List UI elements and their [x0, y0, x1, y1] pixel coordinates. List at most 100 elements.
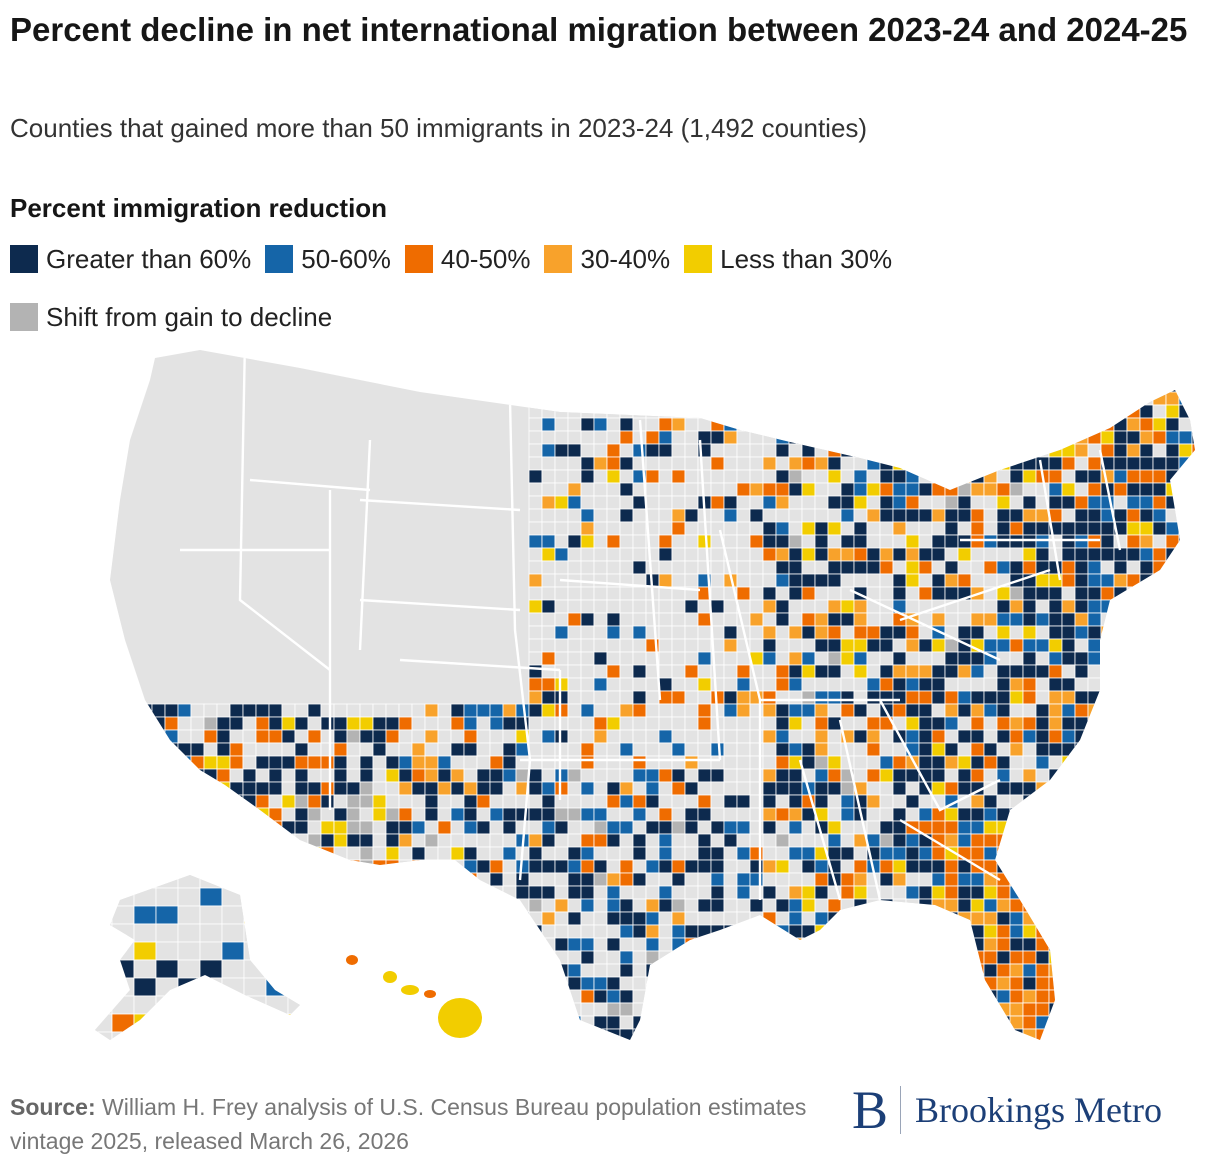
county-cell	[554, 625, 569, 640]
county-cell	[580, 482, 595, 497]
county-cell	[346, 885, 361, 900]
county-cell	[945, 1055, 958, 1060]
county-cell	[775, 469, 790, 484]
county-cell	[1061, 612, 1076, 627]
county-cell	[541, 794, 556, 809]
county-cell	[931, 417, 946, 432]
county-cell	[333, 794, 348, 809]
county-cell	[1113, 729, 1128, 744]
county-cell	[1178, 417, 1193, 432]
county-cell	[1023, 1042, 1036, 1055]
county-cell	[216, 742, 231, 757]
county-cell	[1126, 495, 1141, 510]
county-cell	[1074, 469, 1089, 484]
county-cell	[840, 703, 855, 718]
county-cell	[801, 833, 816, 848]
county-cell	[1113, 807, 1128, 822]
county-cell	[593, 794, 608, 809]
county-cell	[580, 443, 595, 458]
county-cell	[880, 1055, 893, 1060]
county-cell	[1061, 521, 1076, 536]
county-cell	[983, 508, 998, 523]
county-cell	[1127, 1042, 1140, 1055]
county-cell	[1100, 937, 1115, 952]
county-cell	[866, 638, 881, 653]
county-cell	[723, 976, 738, 991]
county-cell	[749, 417, 764, 432]
county-cell	[684, 469, 699, 484]
county-cell	[242, 859, 257, 874]
county-cell	[684, 391, 699, 406]
county-cell	[1165, 573, 1180, 588]
county-cell	[155, 977, 179, 997]
county-cell	[736, 547, 751, 562]
county-cell	[866, 911, 881, 926]
county-cell	[1153, 1055, 1166, 1060]
county-cell	[762, 729, 777, 744]
county-cell	[827, 781, 842, 796]
county-cell	[216, 1015, 231, 1030]
county-cell	[866, 417, 881, 432]
county-cell	[1152, 521, 1167, 536]
county-cell	[801, 898, 816, 913]
county-cell	[242, 1015, 257, 1030]
county-cell	[762, 820, 777, 835]
county-cell	[1139, 352, 1154, 367]
county-cell	[645, 417, 660, 432]
county-cell	[95, 875, 113, 889]
county-cell	[736, 677, 751, 692]
county-cell	[568, 1042, 581, 1055]
county-cell	[710, 417, 725, 432]
county-cell	[1178, 547, 1193, 562]
county-cell	[1139, 781, 1154, 796]
county-cell	[775, 716, 790, 731]
county-cell	[1126, 521, 1141, 536]
county-cell	[464, 1055, 477, 1060]
county-cell	[840, 638, 855, 653]
county-cell	[931, 404, 946, 419]
county-cell	[905, 495, 920, 510]
county-cell	[580, 547, 595, 562]
county-cell	[775, 976, 790, 991]
county-cell	[1087, 495, 1102, 510]
county-cell	[1178, 599, 1193, 614]
county-cell	[425, 1042, 438, 1055]
county-cell	[762, 599, 777, 614]
county-cell	[1178, 924, 1193, 939]
county-cell	[879, 807, 894, 822]
county-cell	[463, 976, 478, 991]
county-cell	[996, 560, 1011, 575]
county-cell	[658, 963, 673, 978]
county-cell	[866, 508, 881, 523]
county-cell	[1035, 781, 1050, 796]
county-cell	[243, 1042, 256, 1055]
county-cell	[658, 456, 673, 471]
county-cell	[749, 612, 764, 627]
county-cell	[788, 365, 803, 380]
county-cell	[1049, 1042, 1062, 1055]
county-cell	[970, 508, 985, 523]
county-cell	[645, 820, 660, 835]
county-cell	[1022, 963, 1037, 978]
county-cell	[736, 350, 751, 354]
county-cell	[567, 1015, 582, 1030]
county-cell	[424, 716, 439, 731]
county-cell	[970, 469, 985, 484]
county-cell	[905, 846, 920, 861]
county-cell	[138, 807, 153, 822]
county-cell	[827, 599, 842, 614]
county-cell	[1113, 664, 1128, 679]
county-cell	[762, 833, 777, 848]
county-cell	[606, 508, 621, 523]
county-cell	[346, 794, 361, 809]
county-cell	[307, 1002, 322, 1017]
county-cell	[1139, 482, 1154, 497]
county-cell	[541, 599, 556, 614]
county-cell	[632, 352, 647, 367]
county-cell	[801, 469, 816, 484]
county-cell	[983, 547, 998, 562]
county-cell	[619, 456, 634, 471]
county-cell	[970, 820, 985, 835]
county-cell	[1087, 599, 1102, 614]
county-cell	[528, 638, 543, 653]
